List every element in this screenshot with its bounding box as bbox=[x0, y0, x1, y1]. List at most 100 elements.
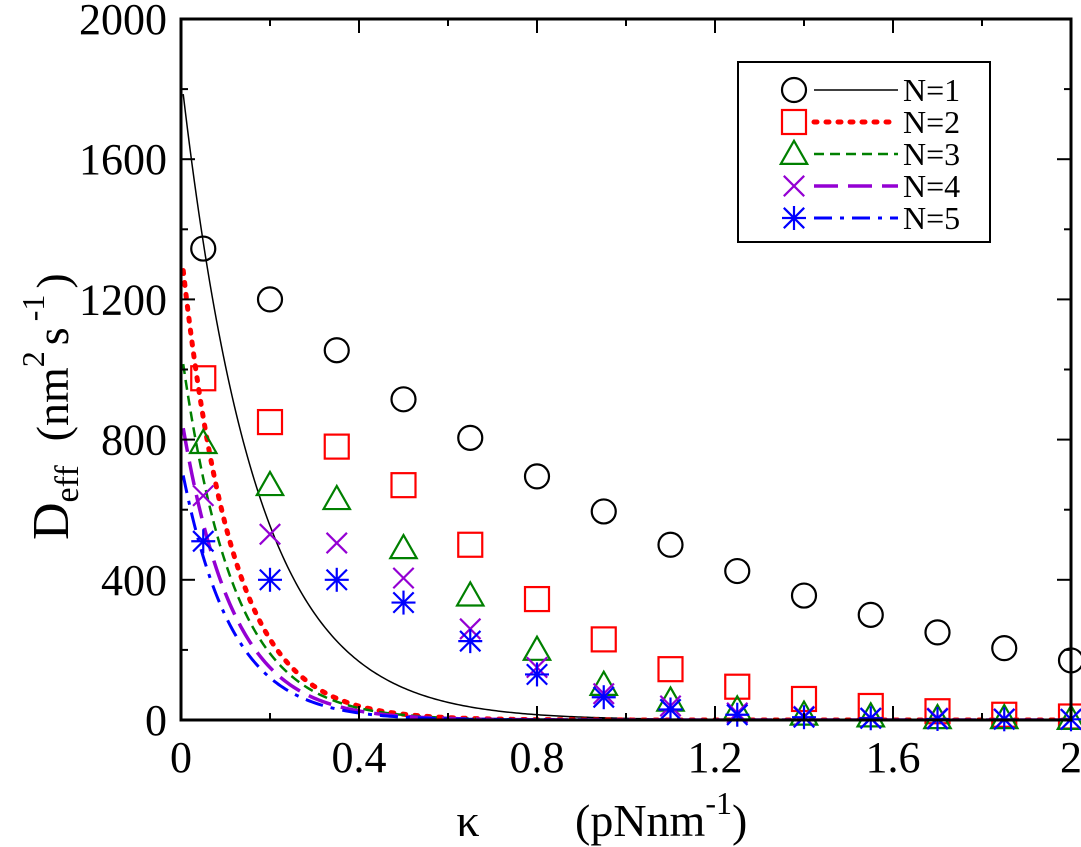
point-N3-2 bbox=[321, 483, 352, 511]
point-N3-5-shape bbox=[521, 634, 553, 661]
legend-item-N1-marker bbox=[780, 76, 808, 104]
point-N1-12-shape bbox=[991, 635, 1018, 662]
y-tick-label: 2000 bbox=[79, 0, 167, 44]
y-axis-close: ) bbox=[27, 273, 78, 288]
point-N5-2 bbox=[324, 567, 349, 592]
point-N4-0-stroke-b bbox=[192, 484, 215, 507]
legend-item-N2-label: N=2 bbox=[903, 104, 960, 140]
point-N2-8-shape bbox=[724, 673, 751, 700]
x-axis-label: (pNnm-1) bbox=[575, 785, 747, 846]
point-N3-3 bbox=[388, 532, 419, 560]
point-N1-9-shape bbox=[790, 582, 818, 609]
legend-item-N2-marker bbox=[780, 108, 808, 136]
point-N1-4-shape bbox=[457, 424, 484, 451]
legend-item-N3-marker-shape bbox=[778, 138, 810, 165]
legend-box bbox=[737, 61, 991, 243]
legend-item-N4-marker bbox=[783, 175, 805, 197]
point-N2-2 bbox=[323, 433, 350, 460]
point-N5-0 bbox=[191, 529, 216, 554]
x-axis-symbol: κ bbox=[456, 795, 479, 846]
legend-item-N1-marker-shape bbox=[780, 76, 808, 104]
point-N1-5-shape bbox=[523, 463, 551, 490]
point-N5-8 bbox=[725, 702, 750, 727]
point-N2-7-shape bbox=[657, 656, 684, 683]
point-N1-4 bbox=[457, 424, 484, 451]
x-axis-close: ) bbox=[732, 795, 747, 846]
point-N3-1 bbox=[254, 469, 286, 497]
point-N3-3-shape bbox=[388, 532, 419, 560]
point-N1-6 bbox=[590, 498, 617, 525]
legend: N=1N=2N=3N=4N=5 bbox=[737, 61, 991, 243]
point-N2-3-shape bbox=[390, 472, 417, 499]
point-N3-5 bbox=[521, 634, 553, 661]
point-N1-7-shape bbox=[657, 531, 684, 558]
point-N1-3 bbox=[390, 386, 417, 413]
point-N1-2-shape bbox=[323, 337, 350, 364]
y-tick-label: 400 bbox=[101, 556, 167, 605]
y-axis-sub: eff bbox=[49, 465, 86, 503]
point-N5-1 bbox=[258, 567, 282, 592]
point-N1-12 bbox=[991, 635, 1018, 662]
y-tick-label: 1200 bbox=[79, 275, 167, 324]
point-N3-0-shape bbox=[188, 427, 219, 455]
svg-text:Deff(nm2s-1): Deff (nm2 s -1) bbox=[15, 273, 86, 540]
point-N2-6-shape bbox=[590, 626, 617, 653]
point-N5-6 bbox=[591, 685, 616, 710]
point-N3-4 bbox=[455, 580, 486, 607]
y-axis-exponent-1: 2 bbox=[15, 351, 51, 367]
y-axis-unit: (nm bbox=[27, 367, 78, 441]
point-N4-0 bbox=[192, 484, 215, 507]
legend-item-N4-label: N=4 bbox=[903, 168, 960, 204]
point-N2-5-shape bbox=[523, 585, 551, 613]
point-N2-1 bbox=[256, 408, 284, 436]
y-axis-s: s bbox=[27, 327, 78, 345]
point-N2-3 bbox=[390, 472, 417, 499]
point-N1-10 bbox=[857, 601, 884, 628]
x-tick-label: 2 bbox=[1060, 733, 1081, 782]
y-axis-exponent-2: -1 bbox=[15, 295, 51, 322]
point-N1-1-shape bbox=[256, 286, 284, 313]
point-N4-2 bbox=[325, 532, 348, 554]
point-N1-8-shape bbox=[724, 557, 751, 585]
x-tick-label: 1.6 bbox=[866, 733, 921, 782]
point-N5-3 bbox=[391, 590, 416, 615]
point-N2-4-shape bbox=[457, 531, 484, 558]
legend-item-N4-marker-stroke-b bbox=[783, 175, 805, 197]
point-N3-0 bbox=[188, 427, 219, 455]
point-N4-1 bbox=[259, 523, 281, 546]
x-tick-label: 0.8 bbox=[510, 733, 565, 782]
point-N4-3 bbox=[392, 567, 415, 590]
point-N5-5 bbox=[525, 662, 549, 687]
point-N1-11-shape bbox=[924, 619, 951, 646]
x-tick-label: 0.4 bbox=[332, 733, 387, 782]
point-N1-1 bbox=[256, 286, 284, 313]
point-N5-10 bbox=[858, 706, 883, 731]
y-axis-label: Deff (nm2 s -1) bbox=[15, 273, 86, 540]
point-N4-2-stroke-b bbox=[325, 532, 348, 554]
legend-item-N5-marker bbox=[782, 206, 806, 230]
point-N2-8 bbox=[724, 673, 751, 700]
curve-N5 bbox=[181, 475, 1071, 720]
x-tick-label: 0 bbox=[170, 733, 192, 782]
point-N4-3-stroke-b bbox=[392, 567, 415, 590]
point-N2-5 bbox=[523, 585, 551, 613]
legend-item-N5-label: N=5 bbox=[903, 200, 960, 236]
point-N2-0 bbox=[190, 365, 217, 392]
y-axis-main: D bbox=[23, 502, 80, 540]
curve-N2 bbox=[181, 268, 1071, 720]
point-N1-6-shape bbox=[590, 498, 617, 525]
x-axis-exponent: -1 bbox=[705, 785, 732, 821]
point-N5-4 bbox=[458, 629, 483, 654]
point-N2-4 bbox=[457, 531, 484, 558]
point-N5-7 bbox=[658, 697, 683, 722]
x-axis-unit: (pNnm bbox=[575, 795, 706, 846]
x-tick-label: 1.2 bbox=[688, 733, 743, 782]
point-N1-0 bbox=[190, 235, 217, 262]
point-N1-8 bbox=[724, 557, 751, 585]
point-N1-11 bbox=[924, 619, 951, 646]
point-N4-1-stroke-b bbox=[259, 523, 281, 546]
point-N1-2 bbox=[323, 337, 350, 364]
point-N2-6 bbox=[590, 626, 617, 653]
point-N2-7 bbox=[657, 656, 684, 683]
